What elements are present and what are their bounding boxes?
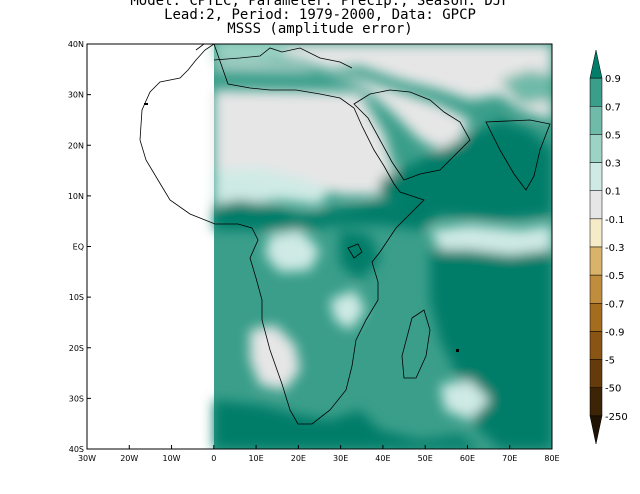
- colorbar-segment: [589, 387, 603, 417]
- colorbar-label: -5: [605, 356, 615, 367]
- colorbar-label: -50: [605, 384, 621, 395]
- latitude-axis: 40N 30N 20N 10N EQ 10S 20S 30S 40S: [68, 40, 91, 454]
- field-light-equatorial-indian: [430, 225, 552, 255]
- lon-tick-label: 10W: [162, 454, 180, 463]
- lat-tick-label: 20N: [68, 141, 84, 150]
- colorbar-segment: [589, 49, 603, 79]
- map-title-line-3: MSSS (amplitude error): [227, 21, 413, 37]
- lon-tick-label: 70E: [502, 454, 517, 463]
- colorbar-label: -0.9: [605, 327, 625, 338]
- field-mid-east: [500, 70, 552, 105]
- lon-tick-label: 30E: [333, 454, 348, 463]
- lat-tick-label: 10N: [68, 192, 84, 201]
- coastline-iberia: [195, 44, 205, 51]
- lat-tick-label: 20S: [69, 344, 84, 353]
- coastline-lake-victoria: [347, 243, 363, 259]
- map-title-line-2: Lead:2, Period: 1979-2000, Data: GPCP: [164, 7, 476, 23]
- lon-tick-label: 60E: [460, 454, 475, 463]
- coastline-europe: [213, 47, 353, 69]
- field-dark-southern-ocean: [214, 400, 480, 449]
- lat-tick-label: 10S: [69, 293, 84, 302]
- field-light-zambezi: [330, 290, 365, 330]
- field-light-south-indian: [440, 380, 490, 420]
- lon-tick-label: 10E: [248, 454, 263, 463]
- lon-tick-label: 0: [211, 454, 216, 463]
- colorbar-segment: [589, 274, 603, 304]
- colorbar-segment: [589, 303, 603, 332]
- map-title-line-1: Model: CPTEC, Parameter: Precip., Season…: [130, 0, 510, 9]
- lon-tick-label: 80E: [544, 454, 559, 463]
- colorbar-segment: [589, 331, 603, 360]
- field-grey-north-edge: [214, 44, 552, 120]
- colorbar-segment: [589, 190, 603, 220]
- island-canaries: [144, 103, 148, 105]
- colorbar-segment: [589, 134, 603, 163]
- field-dark-equatorial-band: [214, 200, 440, 230]
- colorbar-label: 0.7: [605, 102, 621, 113]
- colorbar-label: -0.5: [605, 271, 625, 282]
- colorbar: 0.9 0.7 0.5 0.3 0.1 -0.1 -0.3 -0.5 -0.7 -0.9 -5 -50…: [589, 49, 628, 445]
- islands: [144, 103, 459, 352]
- colorbar-segment: [589, 246, 603, 276]
- longitude-axis: 30W 20W 10W 0 10E 20E 30E 40E 50E 60E 70E 80E: [78, 445, 560, 463]
- lon-tick-label: 40E: [375, 454, 390, 463]
- colorbar-label: -0.1: [605, 215, 625, 226]
- coastline-india: [485, 119, 551, 191]
- coastline-madagascar: [401, 309, 431, 379]
- lat-tick-label: 30S: [69, 394, 84, 403]
- lat-tick-label: EQ: [73, 243, 84, 252]
- colorbar-label: -250: [605, 412, 628, 423]
- field-grey-sahara-north: [214, 64, 470, 150]
- field-dark-arabian-sea: [380, 120, 552, 220]
- colorbar-segment: [589, 218, 603, 248]
- field-light-sahel: [214, 168, 330, 205]
- colorbar-label: 0.3: [605, 159, 621, 170]
- lon-tick-label: 20W: [120, 454, 138, 463]
- colorbar-segment: [589, 77, 603, 107]
- lat-tick-label: 30N: [68, 91, 84, 100]
- coastline-africa: [139, 44, 425, 425]
- field-grey-kalahari: [250, 325, 300, 390]
- colorbar-segment: [589, 106, 603, 135]
- island-mauritius: [456, 349, 459, 352]
- lat-tick-label: 40S: [69, 445, 84, 454]
- lat-tick-label: 40N: [68, 40, 84, 49]
- lon-tick-label: 20E: [291, 454, 306, 463]
- field-light-congo: [265, 230, 320, 272]
- colorbar-label: 0.1: [605, 187, 621, 198]
- colorbar-segment: [589, 359, 603, 388]
- coastline-arabia: [353, 89, 471, 181]
- colorbar-segment: [589, 415, 603, 445]
- colorbar-label: 0.9: [605, 74, 621, 85]
- lon-tick-label: 30W: [78, 454, 96, 463]
- field-dark-great-lakes: [340, 230, 380, 280]
- colorbar-label: 0.5: [605, 130, 621, 141]
- coastlines: [139, 44, 551, 425]
- skill-field: [214, 44, 552, 449]
- field-dark-indian-ocean: [430, 240, 552, 449]
- colorbar-label: -0.3: [605, 243, 625, 254]
- colorbar-label: -0.7: [605, 299, 625, 310]
- lon-tick-label: 50E: [418, 454, 433, 463]
- colorbar-segment: [589, 162, 603, 191]
